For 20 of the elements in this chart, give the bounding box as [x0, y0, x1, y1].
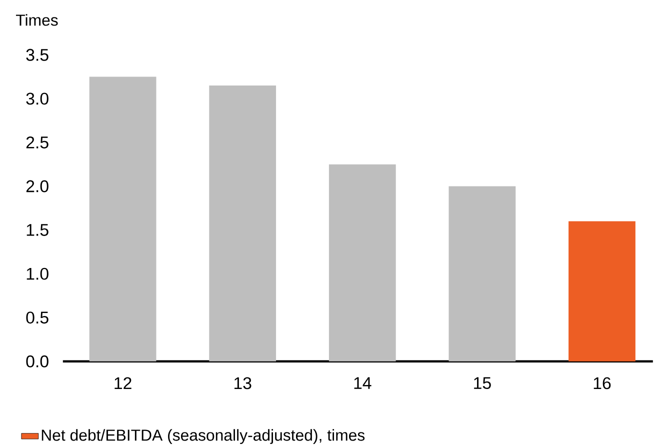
legend-label: Net debt/EBITDA (seasonally-adjusted), times: [42, 429, 365, 444]
bar: [89, 76, 156, 362]
bar: [209, 85, 276, 362]
y-axis-title: Times: [16, 14, 58, 26]
y-tick-label: 3.0: [26, 92, 48, 105]
x-tick-label: 15: [474, 377, 491, 389]
y-tick-label: 0.5: [26, 312, 48, 324]
x-tick-label: 16: [594, 377, 611, 390]
y-tick-label: 2.0: [26, 180, 48, 192]
y-tick-label: 2.5: [26, 136, 48, 148]
x-tick-label: 13: [234, 377, 252, 390]
y-tick-label: 1.0: [26, 268, 48, 280]
bar: [568, 221, 636, 362]
bar: [328, 164, 396, 362]
x-tick-label: 12: [114, 377, 132, 389]
y-tick-label: 3.5: [26, 48, 48, 61]
bar: [448, 186, 516, 362]
y-tick-label: 1.5: [26, 224, 48, 236]
y-tick-label: 0.0: [26, 355, 48, 368]
x-tick-label: 14: [354, 377, 372, 389]
